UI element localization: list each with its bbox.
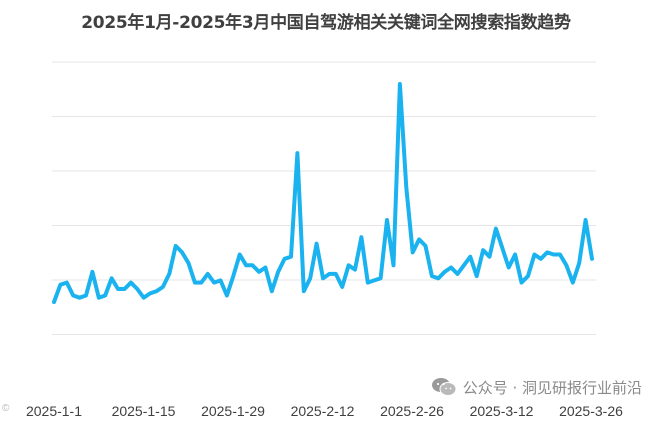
x-tick-label: 2025-3-12 xyxy=(470,403,534,419)
chart-title: 2025年1月-2025年3月中国自驾游相关关键词全网搜索指数趋势 xyxy=(81,13,571,33)
watermark: 公众号 · 洞见研报行业前沿 xyxy=(431,374,642,400)
x-tick-label: 2025-2-12 xyxy=(291,403,355,419)
wechat-icon xyxy=(431,378,457,396)
x-tick-label: 2025-1-15 xyxy=(112,403,176,419)
x-tick-label: 2025-3-26 xyxy=(559,403,623,419)
watermark-text: 公众号 · 洞见研报行业前沿 xyxy=(462,378,642,397)
series-layer xyxy=(52,82,594,304)
gridlines xyxy=(52,61,596,335)
x-axis-ticks: 2025-1-1 2025-1-15 2025-1-29 2025-2-12 2025-… xyxy=(26,403,623,419)
x-tick-label: 2025-1-29 xyxy=(201,403,265,419)
corner-mark: © xyxy=(2,403,10,414)
x-tick-label: 2025-2-26 xyxy=(380,403,444,419)
series-line xyxy=(52,82,594,304)
x-tick-label: 2025-1-1 xyxy=(26,403,82,419)
